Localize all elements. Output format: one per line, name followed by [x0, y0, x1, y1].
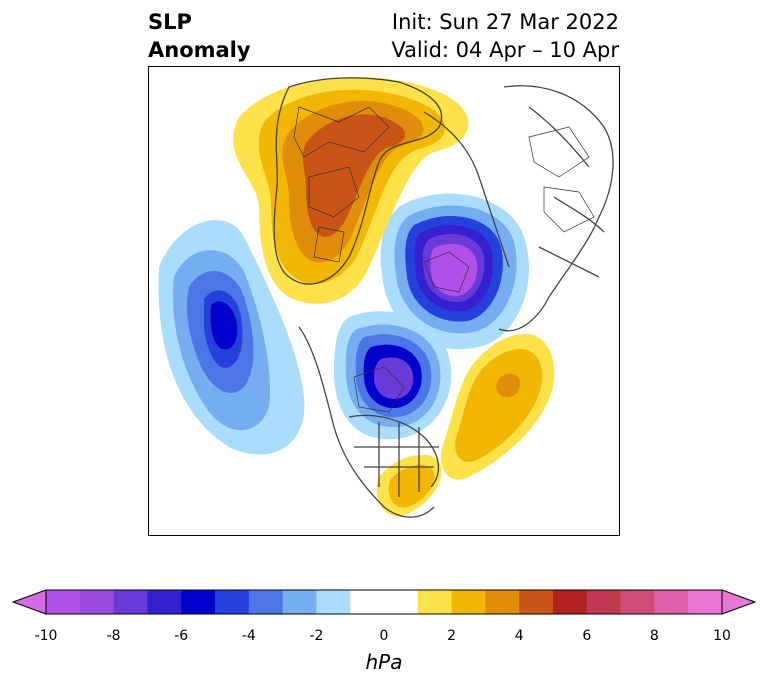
chart-title-right: Init: Sun 27 Mar 2022 Valid: 04 Apr – 10… [391, 8, 619, 64]
colorbar-tick-label: 8 [649, 628, 659, 644]
colorbar [11, 589, 757, 615]
colorbar-bin [215, 590, 250, 614]
colorbar-max-arrow [721, 589, 757, 615]
colorbar-tick-label: -6 [174, 628, 189, 644]
colorbar-unit: hPa [365, 650, 403, 674]
colorbar-bin [113, 590, 148, 614]
colorbar-bin [350, 590, 385, 614]
map-panel [148, 66, 620, 536]
anomaly-map [158, 77, 614, 518]
positive-anomaly-siberia [233, 77, 469, 304]
colorbar-bin [316, 590, 351, 614]
colorbar-tick-label: 2 [447, 628, 457, 644]
title-anomaly: Anomaly [148, 38, 251, 62]
valid-range: Valid: 04 Apr – 10 Apr [391, 38, 619, 62]
colorbar-bin [451, 590, 486, 614]
colorbar-bin [248, 590, 284, 614]
colorbar-tick-label: -4 [241, 628, 256, 644]
positive-anomaly-atlantic [440, 333, 555, 480]
negative-anomaly-pacific [158, 220, 305, 455]
colorbar-tick-label: 0 [379, 628, 389, 644]
colorbar-bin [519, 590, 554, 614]
colorbar-tick-label: 6 [582, 628, 592, 644]
colorbar-tick-label: -8 [106, 628, 121, 644]
colorbar-bin [620, 590, 655, 614]
land-borders [293, 106, 595, 413]
colorbar-tick-label: 4 [514, 628, 524, 644]
colorbar-bin [485, 590, 520, 614]
colorbar-bin [46, 590, 81, 614]
colorbar-bin [147, 590, 182, 614]
land-outlines [273, 77, 614, 518]
colorbar-bin [654, 590, 689, 614]
colorbar-outline [45, 589, 723, 615]
colorbar-bin [79, 590, 115, 614]
colorbar-bin [384, 590, 419, 614]
colorbar-bin [282, 590, 317, 614]
colorbar-bins [46, 590, 723, 614]
colorbar-bin [417, 590, 453, 614]
colorbar-bin [181, 590, 216, 614]
colorbar-tick-label: -2 [309, 628, 324, 644]
colorbar-tick-label: 10 [713, 628, 731, 644]
title-variable: SLP [148, 10, 192, 34]
positive-anomaly-southeast-us [376, 454, 442, 517]
colorbar-bin [553, 590, 588, 614]
chart-title-left: SLP Anomaly [148, 8, 251, 64]
colorbar-bin [586, 590, 622, 614]
colorbar-bin [688, 590, 723, 614]
init-date: Init: Sun 27 Mar 2022 [391, 10, 619, 34]
colorbar-min-arrow [11, 589, 47, 615]
negative-anomaly-arctic [380, 193, 529, 350]
colorbar-tick-label: -10 [34, 628, 58, 644]
